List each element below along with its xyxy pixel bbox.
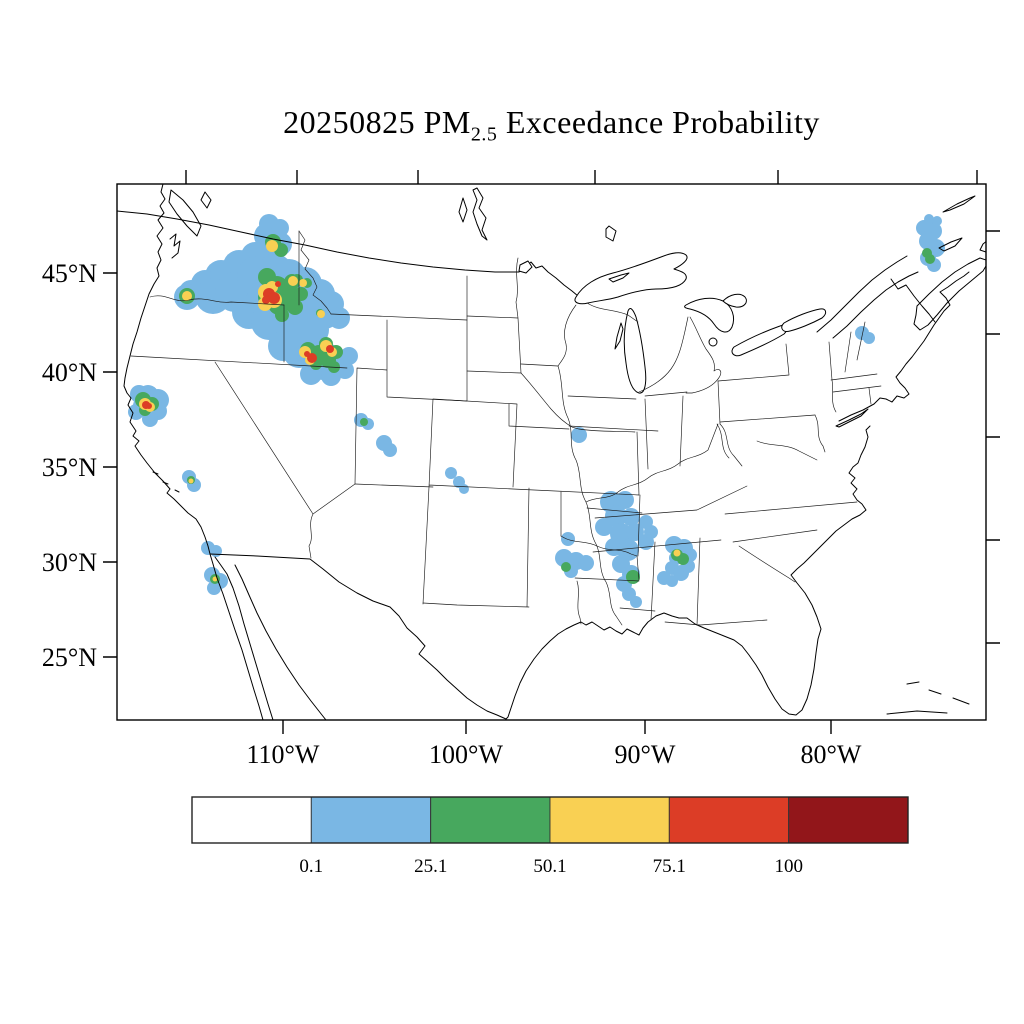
colorbar-segment-yellow [549,796,670,844]
state-borders [130,230,882,626]
probability-layer-75-100 [142,281,334,409]
colorbar-label-25.1: 25.1 [414,856,447,877]
colorbar-segment-darkred [788,796,909,844]
lat-label-40n: 40°N [42,358,97,387]
colorbar-segment-white [191,796,312,844]
lat-label-35n: 35°N [42,453,97,482]
lon-label-90w: 90°W [615,740,676,769]
x-axis-labels: 110°W 100°W 90°W 80°W [247,740,862,769]
title-suffix: Exceedance Probability [497,104,820,140]
coastline [117,184,986,720]
lon-label-100w: 100°W [429,740,503,769]
colorbar-segment-blue [310,796,432,844]
lon-label-110w: 110°W [247,740,320,769]
colorbar-segment-red [668,796,790,844]
lat-label-30n: 30°N [42,548,97,577]
lat-label-25n: 25°N [42,643,97,672]
lakes [458,187,827,394]
colorbar-label-50.1: 50.1 [533,856,566,877]
y-axis-labels: 45°N 40°N 35°N 30°N 25°N [42,259,97,672]
colorbar-segment-green [430,796,551,844]
title-subscript: 2.5 [470,123,498,146]
map-frame [103,170,1000,734]
colorbar-border [191,796,909,844]
probability-layer-0-25 [128,214,945,608]
colorbar-label-0.1: 0.1 [299,856,323,877]
lon-label-80w: 80°W [801,740,862,769]
colorbar-label-100: 100 [774,856,803,877]
colorbar: 0.1 25.1 50.1 75.1 100 [191,796,909,877]
colorbar-label-75.1: 75.1 [653,856,686,877]
colorbar-labels: 0.1 25.1 50.1 75.1 100 [299,856,803,877]
lat-label-45n: 45°N [42,259,97,288]
title-prefix: 20250825 PM [283,104,471,140]
axis-ticks [103,170,1000,734]
map-area [117,184,986,720]
figure-title: 20250825 PM2.5 Exceedance Probability [117,104,986,146]
